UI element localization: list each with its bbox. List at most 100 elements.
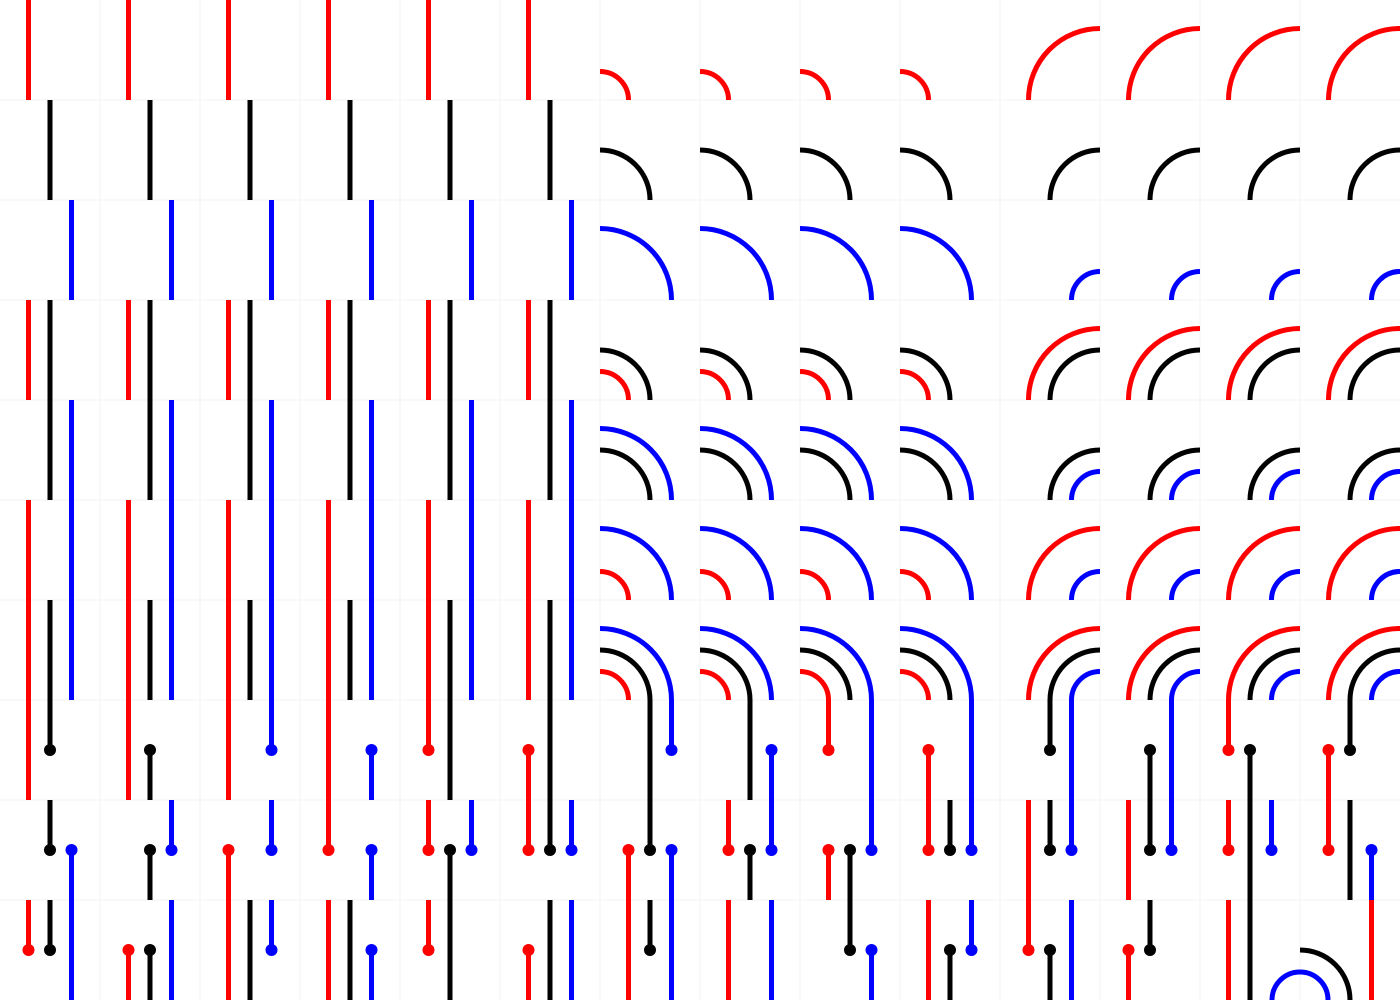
node	[1222, 744, 1235, 756]
track-curve	[1369, 569, 1400, 601]
node	[644, 844, 656, 856]
node	[622, 844, 635, 856]
node	[1165, 844, 1178, 856]
track-curve	[1126, 626, 1201, 701]
node	[1322, 844, 1335, 856]
node	[165, 844, 178, 856]
track-curve	[799, 347, 853, 401]
track-curve	[699, 69, 731, 101]
track-curve	[599, 669, 631, 701]
node	[865, 944, 878, 956]
track-curve	[1147, 647, 1201, 701]
node	[922, 844, 935, 856]
track-curve	[799, 526, 874, 601]
node	[44, 744, 56, 756]
track-curve	[1247, 647, 1301, 701]
node	[444, 844, 456, 856]
track-curve	[1047, 347, 1101, 401]
node	[865, 844, 878, 856]
track-curve	[1247, 447, 1301, 501]
track-curve	[799, 647, 853, 701]
node	[1322, 744, 1335, 756]
node	[422, 944, 435, 956]
track-curve	[799, 447, 853, 501]
node	[65, 844, 78, 856]
track-curve	[1047, 147, 1101, 201]
track-curve	[1369, 269, 1400, 301]
node	[1122, 944, 1135, 956]
node	[844, 944, 856, 956]
track-curve	[1126, 326, 1201, 401]
track-curve	[1347, 447, 1400, 501]
track-curve	[1147, 147, 1201, 201]
node	[744, 844, 756, 856]
track-curve	[1347, 647, 1400, 701]
node	[1065, 844, 1078, 856]
track-curve	[1169, 569, 1201, 601]
track-curve	[799, 69, 831, 101]
node	[44, 844, 56, 856]
node	[665, 844, 678, 856]
track-curve	[1147, 447, 1201, 501]
track-curve	[1169, 469, 1201, 501]
track-curve	[1169, 669, 1201, 701]
track-curve	[1026, 326, 1101, 401]
node	[1044, 744, 1056, 756]
track-curve	[599, 226, 674, 301]
node	[765, 844, 778, 856]
track-curve	[799, 569, 831, 601]
node	[122, 944, 135, 956]
track-curve	[1069, 469, 1101, 501]
node	[1222, 844, 1235, 856]
track-curve	[599, 626, 674, 701]
track-curve	[1269, 469, 1301, 501]
track-curve	[699, 347, 753, 401]
track-curve	[899, 626, 974, 701]
node	[265, 844, 278, 856]
node	[965, 944, 978, 956]
track-curve	[799, 226, 874, 301]
track-curve	[699, 569, 731, 601]
track-curve	[1269, 669, 1301, 701]
track-curve	[599, 526, 674, 601]
track-curve	[599, 426, 674, 501]
node	[144, 944, 156, 956]
node	[822, 744, 835, 756]
node	[365, 744, 378, 756]
node	[1244, 744, 1256, 756]
node	[265, 944, 278, 956]
track-curve	[1299, 947, 1353, 1000]
track-curve	[1047, 647, 1101, 701]
track-curve	[899, 669, 931, 701]
track-curve	[599, 369, 631, 401]
track-curve	[1126, 26, 1201, 101]
node	[22, 944, 35, 956]
track-curve	[799, 669, 831, 701]
track-curve	[1326, 526, 1400, 601]
track-curve	[699, 669, 731, 701]
node	[44, 944, 56, 956]
track-curve	[899, 369, 931, 401]
node	[822, 844, 835, 856]
track-curve	[1026, 26, 1101, 101]
track-curve	[699, 147, 753, 201]
track-curve	[599, 147, 653, 201]
node	[944, 944, 956, 956]
track-curve	[1226, 26, 1301, 101]
track-curve	[1247, 347, 1301, 401]
track-curve	[699, 369, 731, 401]
track-curve	[599, 569, 631, 601]
node	[944, 844, 956, 856]
track-curve	[1047, 447, 1101, 501]
node	[1365, 844, 1378, 856]
node	[1022, 944, 1035, 956]
node	[1144, 744, 1156, 756]
node	[365, 944, 378, 956]
node	[1144, 944, 1156, 956]
node	[522, 844, 535, 856]
track-curve	[1369, 469, 1400, 501]
track-curve	[799, 147, 853, 201]
node	[522, 744, 535, 756]
